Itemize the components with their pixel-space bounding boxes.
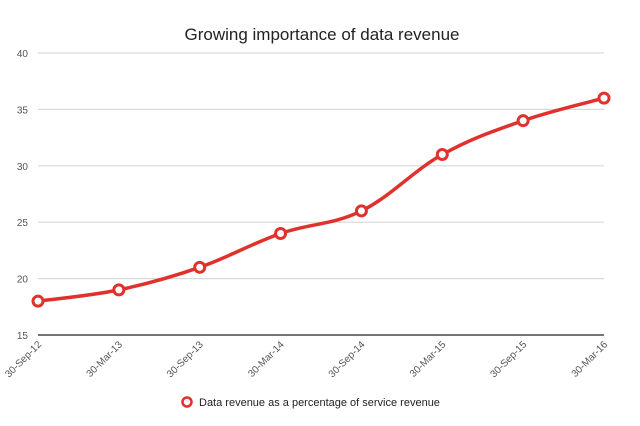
y-tick-label: 25 <box>17 218 29 229</box>
legend: Data revenue as a percentage of service … <box>181 396 440 409</box>
x-tick-label: 30-Sep-15 <box>488 339 529 380</box>
legend-marker-icon <box>181 396 193 408</box>
x-tick-label: 30-Mar-13 <box>85 339 126 380</box>
data-point <box>597 91 611 105</box>
x-tick-label: 30-Sep-14 <box>327 339 368 380</box>
x-tick-label: 30-Mar-14 <box>246 339 287 380</box>
data-point <box>274 226 288 240</box>
series-line <box>36 96 606 303</box>
x-tick-label: 30-Sep-12 <box>3 339 44 380</box>
x-tick-label: 30-Mar-16 <box>570 339 611 380</box>
series-points <box>31 91 611 308</box>
legend-label: Data revenue as a percentage of service … <box>199 397 440 409</box>
y-tick-label: 40 <box>17 49 29 60</box>
data-point <box>516 114 530 128</box>
data-point <box>193 260 207 274</box>
x-tick-label: 30-Mar-15 <box>408 339 449 380</box>
y-axis-ticks: 15 20 25 30 35 40 <box>17 49 29 342</box>
gridlines <box>38 52 604 280</box>
y-tick-label: 35 <box>17 105 29 116</box>
x-tick-label: 30-Sep-13 <box>165 339 206 380</box>
data-point <box>31 294 45 308</box>
y-tick-label: 15 <box>17 331 29 342</box>
data-point <box>435 148 449 162</box>
x-axis-ticks: 30-Sep-12 30-Mar-13 30-Sep-13 30-Mar-14 30-S… <box>3 339 610 380</box>
chart-title: Growing importance of data revenue <box>185 25 460 44</box>
data-point <box>112 283 126 297</box>
y-tick-label: 30 <box>17 162 29 173</box>
y-tick-label: 20 <box>17 275 29 286</box>
data-point <box>354 204 368 218</box>
